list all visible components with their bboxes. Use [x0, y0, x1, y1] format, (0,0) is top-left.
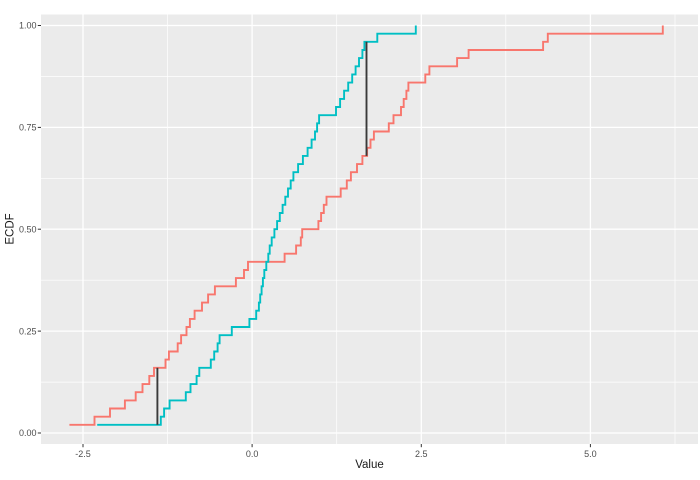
y-tick-label: 1.00: [19, 21, 37, 31]
y-axis-title: ECDF: [5, 213, 17, 245]
y-tick-label: 0.00: [19, 428, 37, 438]
x-tick-label: 0.0: [246, 449, 259, 459]
x-tick-label: 5.0: [584, 449, 597, 459]
x-tick-label: -2.5: [75, 449, 91, 459]
x-axis-title: Value: [355, 459, 384, 471]
y-axis-title-area: ECDF: [0, 14, 22, 444]
ecdf-line-sample-1: [69, 25, 664, 426]
ecdf-line-sample-2: [97, 25, 417, 426]
y-tick-label: 0.25: [19, 326, 37, 336]
x-tick-label: 2.5: [415, 449, 428, 459]
y-tick-label: 0.50: [19, 224, 37, 234]
y-tick-label: 0.75: [19, 123, 37, 133]
